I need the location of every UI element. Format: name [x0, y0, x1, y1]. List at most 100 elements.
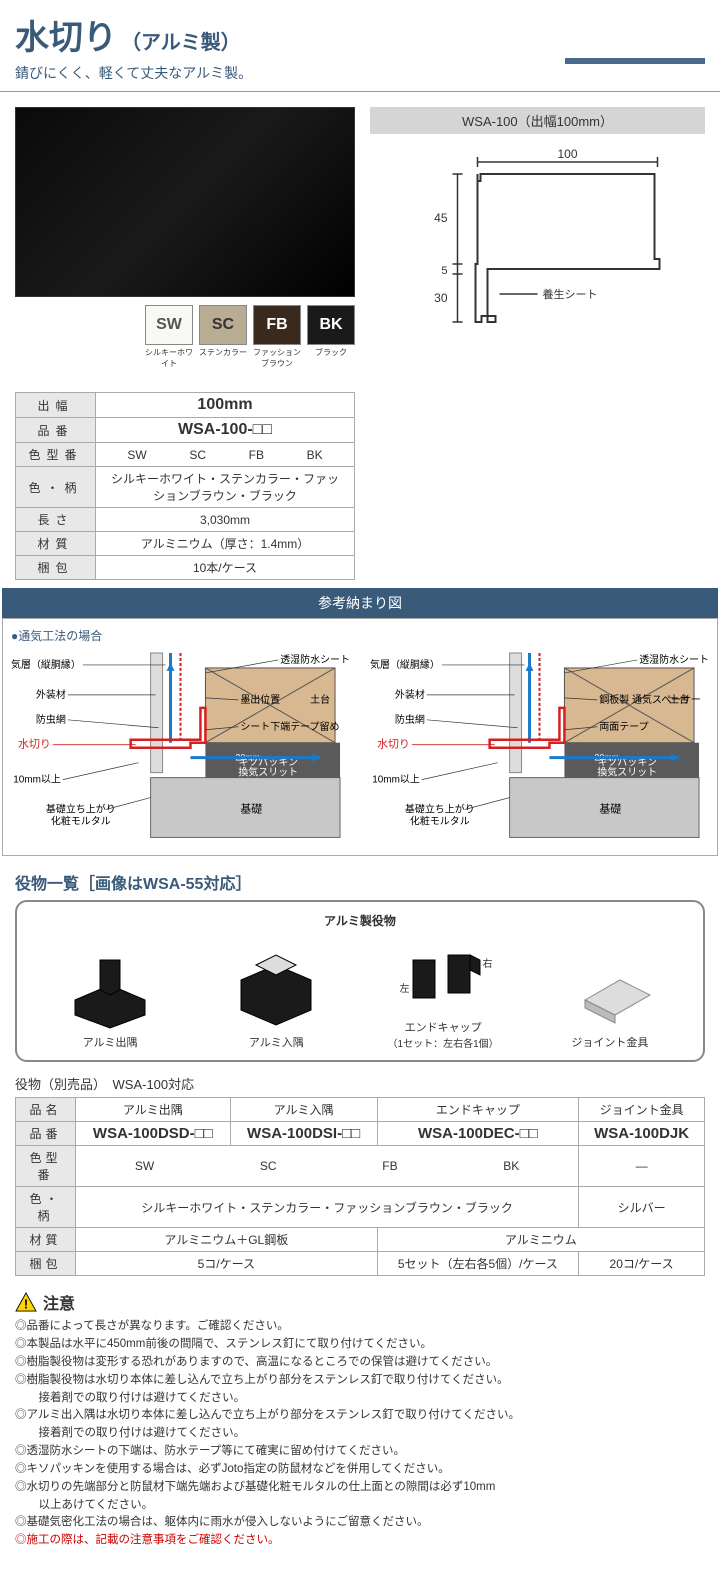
swatch-box: FB — [253, 305, 301, 345]
color-swatch: SW シルキーホワイト — [145, 305, 193, 369]
spec-key: 色・柄 — [16, 467, 96, 508]
svg-text:水切り: 水切り — [377, 738, 410, 751]
svg-text:防虫網: 防虫網 — [36, 713, 66, 726]
warning-item: 以上あけてください。 — [15, 1497, 705, 1515]
cross-section-svg: 100 45 5 30 養生シート — [370, 144, 705, 344]
swatch-label: シルキーホワイト — [145, 347, 193, 369]
svg-text:45: 45 — [434, 211, 448, 225]
part-image: 左右 — [388, 935, 498, 1015]
svg-text:鋼板製 通気スペーサー: 鋼板製 通気スペーサー — [599, 693, 701, 706]
table-row: 品名アルミ出隅アルミ入隅エンドキャップジョイント金具 — [16, 1098, 705, 1122]
part-name: エンドキャップ — [388, 1019, 499, 1035]
install-box: ●通気工法の場合 キソパッキン 換気スリット 20mm 通気層（縦胴縁） 外装材… — [2, 618, 718, 856]
svg-text:基礎立ち上がり: 基礎立ち上がり — [46, 803, 116, 816]
spec-val: SWSCFBBK — [96, 443, 355, 467]
warning-item: 接着剤での取り付けは避けてください。 — [15, 1425, 705, 1443]
svg-text:!: ! — [24, 1297, 28, 1312]
part-image — [221, 950, 331, 1030]
sold-sep-table: 品名アルミ出隅アルミ入隅エンドキャップジョイント金具 品番WSA-100DSD-… — [15, 1097, 705, 1276]
warning-item: 接着剤での取り付けは避けてください。 — [15, 1390, 705, 1408]
svg-text:30: 30 — [434, 291, 448, 305]
svg-text:換気スリット: 換気スリット — [238, 766, 298, 779]
title-sub: （アルミ製） — [121, 26, 241, 55]
spec-val: シルキーホワイト・ステンカラー・ファッションブラウン・ブラック — [96, 467, 355, 508]
warning-item: ◎基礎気密化工法の場合は、躯体内に雨水が侵入しないようにご留意ください。 — [15, 1514, 705, 1532]
svg-text:土台: 土台 — [310, 693, 330, 706]
warning-icon: ! — [15, 1292, 37, 1312]
swatch-label: ステンカラー — [199, 347, 247, 358]
install-case-label: ●通気工法の場合 — [11, 627, 709, 644]
spec-val: アルミニウム（厚さ：1.4mm） — [96, 532, 355, 556]
color-swatch: FB ファッションブラウン — [253, 305, 301, 369]
part-item: アルミ入隅 — [221, 950, 331, 1050]
table-row: 梱包5コ/ケース5セット（左右各5個）/ケース20コ/ケース — [16, 1252, 705, 1276]
svg-text:100: 100 — [557, 147, 577, 161]
part-sub: （1セット：左右各1個） — [388, 1035, 499, 1050]
spec-row: 色・柄シルキーホワイト・ステンカラー・ファッションブラウン・ブラック — [16, 467, 355, 508]
svg-text:水切り: 水切り — [18, 738, 51, 751]
warning-item: ◎水切りの先端部分と防鼠材下端先端および基礎化粧モルタルの仕上面との隙間は必ず1… — [15, 1479, 705, 1497]
spec-val: WSA-100-□□ — [96, 418, 355, 443]
spec-val: 10本/ケース — [96, 556, 355, 580]
swatch-box: SW — [145, 305, 193, 345]
warning-header: ! 注意 — [0, 1276, 720, 1318]
parts-row: アルミ出隅 アルミ入隅 左右 エンドキャップ （1セット：左右各1個） ジョイン… — [27, 935, 693, 1050]
spec-row: 材質アルミニウム（厚さ：1.4mm） — [16, 532, 355, 556]
spec-key: 梱包 — [16, 556, 96, 580]
part-name: アルミ出隅 — [55, 1034, 165, 1050]
svg-text:両面テープ: 両面テープ — [599, 721, 648, 733]
svg-text:10mm以上: 10mm以上 — [372, 774, 420, 786]
spec-val: 100mm — [96, 393, 355, 418]
svg-text:通気層（縦胴縁）: 通気層（縦胴縁） — [370, 658, 440, 671]
spec-key: 色型番 — [16, 443, 96, 467]
svg-text:通気層（縦胴縁）: 通気層（縦胴縁） — [11, 658, 81, 671]
svg-text:基礎: 基礎 — [599, 803, 621, 816]
svg-text:防虫網: 防虫網 — [395, 713, 425, 726]
color-swatch: SC ステンカラー — [199, 305, 247, 369]
parts-title: 役物一覧［画像はWSA-55対応］ — [0, 856, 720, 900]
subtitle: 錆びにくく、軽くて丈夫なアルミ製。 — [15, 63, 705, 83]
swatch-box: SC — [199, 305, 247, 345]
part-item: ジョイント金具 — [555, 950, 665, 1050]
svg-text:5: 5 — [441, 265, 447, 277]
spec-val: 3,030mm — [96, 508, 355, 532]
install-diagrams: キソパッキン 換気スリット 20mm 通気層（縦胴縁） 外装材 防虫網 水切り … — [11, 648, 709, 847]
part-image — [555, 950, 665, 1030]
product-photo — [15, 107, 355, 297]
diagram-title: WSA-100（出幅100mm） — [370, 107, 705, 134]
install-diagram-2: キソパッキン 換気スリット 20mm 通気層（縦胴縁） 外装材 防虫網 水切り … — [370, 648, 709, 847]
part-item: 左右 エンドキャップ （1セット：左右各1個） — [388, 935, 499, 1050]
part-name: ジョイント金具 — [555, 1034, 665, 1050]
top-row: SW シルキーホワイトSC ステンカラーFB ファッションブラウンBK ブラック… — [0, 92, 720, 384]
svg-text:透湿防水シート: 透湿防水シート — [639, 653, 709, 666]
svg-text:外装材: 外装材 — [36, 688, 66, 701]
warning-item: ◎樹脂製役物は変形する恐れがありますので、高温になるところでの保管は避けてくださ… — [15, 1354, 705, 1372]
table-row: 色・柄シルキーホワイト・ステンカラー・ファッションブラウン・ブラックシルバー — [16, 1187, 705, 1228]
svg-text:換気スリット: 換気スリット — [597, 766, 657, 779]
swatch-label: ファッションブラウン — [253, 347, 301, 369]
svg-text:シート下端テープ留め: シート下端テープ留め — [240, 720, 339, 733]
diagram-column: WSA-100（出幅100mm） 100 45 5 30 養生シート — [370, 107, 705, 369]
part-image — [55, 950, 165, 1030]
svg-text:10mm以上: 10mm以上 — [13, 774, 61, 786]
warning-item: ◎樹脂製役物は水切り本体に差し込んで立ち上がり部分をステンレス釘で取り付けてくだ… — [15, 1372, 705, 1390]
title-main: 水切り — [15, 10, 117, 59]
warning-title: 注意 — [43, 1290, 75, 1314]
sold-sep-title: 役物（別売品） WSA-100対応 — [0, 1062, 720, 1097]
color-swatches: SW シルキーホワイトSC ステンカラーFB ファッションブラウンBK ブラック — [15, 305, 355, 369]
spec-row: 品番WSA-100-□□ — [16, 418, 355, 443]
warning-item: ◎本製品は水平に450mm前後の間隔で、ステンレス釘にて取り付けてください。 — [15, 1336, 705, 1354]
warning-item: ◎アルミ出入隅は水切り本体に差し込んで立ち上がり部分をステンレス釘で取り付けてく… — [15, 1407, 705, 1425]
warning-item-red: ◎施工の際は、記載の注意事項をご確認ください。 — [15, 1532, 705, 1550]
spec-row: 長さ3,030mm — [16, 508, 355, 532]
color-swatch: BK ブラック — [307, 305, 355, 369]
spec-key: 品番 — [16, 418, 96, 443]
svg-text:透湿防水シート: 透湿防水シート — [280, 653, 350, 666]
parts-box: アルミ製役物 アルミ出隅 アルミ入隅 左右 エンドキャップ （1セット：左右各1… — [15, 900, 705, 1062]
table-row: 品番WSA-100DSD-□□WSA-100DSI-□□WSA-100DEC-□… — [16, 1122, 705, 1146]
install-section-title: 参考納まり図 — [2, 588, 718, 618]
spec-key: 材質 — [16, 532, 96, 556]
warning-item: ◎透湿防水シートの下端は、防水テープ等にて確実に留め付けてください。 — [15, 1443, 705, 1461]
svg-text:基礎: 基礎 — [240, 803, 262, 816]
part-name: アルミ入隅 — [221, 1034, 331, 1050]
